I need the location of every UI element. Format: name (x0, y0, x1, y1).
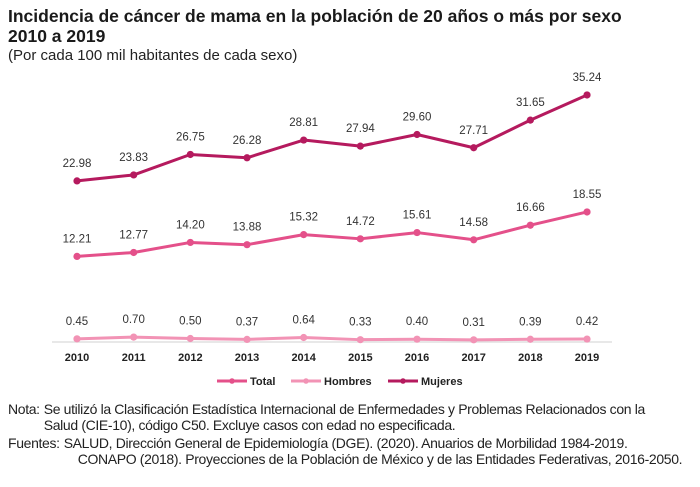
data-label-mujeres: 35.24 (573, 72, 602, 84)
data-label-hombres: 0.45 (66, 316, 88, 328)
data-point-mujeres (130, 171, 138, 179)
data-point-total (526, 221, 534, 229)
data-label-total: 14.20 (176, 219, 205, 231)
data-label-total: 12.21 (63, 233, 92, 245)
series-line-total (76, 210, 588, 258)
x-tick-label: 2011 (122, 352, 146, 364)
chart-title-line-1: Incidencia de cáncer de mama en la pobla… (8, 6, 622, 26)
data-label-hombres: 0.31 (462, 317, 484, 329)
data-label-hombres: 0.33 (349, 317, 371, 329)
data-label-hombres: 0.37 (236, 316, 258, 328)
fuentes-label: Fuentes: (8, 435, 60, 451)
data-point-total (356, 235, 364, 243)
data-point-mujeres (470, 144, 478, 152)
x-tick-label: 2012 (178, 352, 202, 364)
data-label-hombres: 0.50 (179, 315, 201, 327)
legend-marker-hombres (303, 378, 309, 384)
data-point-total (583, 208, 591, 216)
data-point-hombres (243, 335, 251, 344)
data-point-total (130, 248, 138, 257)
data-label-total: 15.32 (289, 212, 318, 224)
data-point-hombres (356, 336, 364, 344)
data-point-total (73, 252, 81, 261)
x-tick-label: 2016 (405, 352, 429, 364)
data-label-mujeres: 31.65 (516, 97, 545, 109)
data-label-total: 15.61 (403, 210, 432, 222)
fuente-1: SALUD, Dirección General de Epidemiologí… (63, 435, 628, 451)
x-tick-label: 2014 (291, 352, 316, 364)
data-point-mujeres (583, 91, 591, 99)
data-label-mujeres: 22.98 (63, 158, 92, 170)
data-point-total (300, 231, 308, 239)
data-point-hombres (300, 333, 308, 342)
data-point-mujeres (356, 142, 364, 150)
nota: Nota: Se utilizó la Clasificación Estadí… (8, 401, 698, 433)
data-label-mujeres: 29.60 (403, 112, 432, 124)
data-label-mujeres: 27.71 (459, 125, 488, 137)
x-tick-label: 2017 (461, 352, 485, 364)
x-tick-label: 2018 (518, 352, 542, 364)
notes: Nota: Se utilizó la Clasificación Estadí… (8, 401, 698, 467)
fuente-2: CONAPO (2018). Proyecciones de la Poblac… (77, 451, 683, 467)
data-label-total: 16.66 (516, 202, 545, 214)
fuentes: Fuentes: SALUD, Dirección General de Epi… (8, 435, 698, 467)
data-label-hombres: 0.40 (406, 316, 428, 328)
data-point-total (186, 238, 194, 247)
nota-label: Nota: (8, 401, 40, 417)
data-point-hombres (526, 335, 534, 343)
data-point-mujeres (73, 177, 81, 185)
series-line-mujeres (76, 93, 588, 183)
data-point-hombres (583, 335, 591, 343)
data-label-hombres: 0.70 (122, 314, 144, 326)
data-label-hombres: 0.42 (576, 316, 598, 328)
data-label-mujeres: 23.83 (119, 152, 148, 164)
data-label-hombres: 0.39 (519, 316, 541, 328)
data-label-total: 18.55 (573, 189, 602, 201)
data-point-total (470, 236, 478, 244)
data-label-total: 14.72 (346, 216, 375, 228)
data-point-hombres (130, 333, 138, 341)
data-point-mujeres (243, 154, 251, 162)
data-point-mujeres (186, 150, 194, 159)
legend-label-mujeres: Mujeres (421, 376, 463, 388)
data-label-total: 14.58 (459, 217, 488, 229)
data-label-mujeres: 26.75 (176, 131, 205, 143)
data-label-total: 13.88 (233, 222, 262, 234)
legend-label-total: Total (250, 376, 275, 388)
nota-text: Se utilizó la Clasificación Estadística … (43, 401, 646, 433)
data-point-mujeres (413, 130, 421, 139)
legend-marker-total (229, 378, 235, 384)
x-tick-label: 2010 (65, 352, 89, 364)
x-tick-label: 2015 (348, 352, 372, 364)
data-point-total (243, 241, 251, 249)
chart-title: Incidencia de cáncer de mama en la pobla… (8, 6, 622, 46)
legend-marker-mujeres (400, 378, 406, 384)
data-point-hombres (73, 335, 81, 343)
data-label-total: 12.77 (119, 229, 148, 241)
data-point-total (413, 228, 421, 237)
data-point-hombres (186, 334, 194, 343)
data-label-mujeres: 28.81 (289, 117, 318, 129)
data-label-mujeres: 27.94 (346, 123, 375, 135)
data-point-mujeres (300, 136, 308, 144)
series-line-hombres (76, 335, 588, 342)
data-point-hombres (413, 335, 421, 343)
data-point-hombres (470, 336, 478, 344)
data-label-mujeres: 26.28 (233, 135, 262, 147)
chart-title-line-2: 2010 a 2019 (8, 26, 106, 46)
x-tick-label: 2013 (235, 352, 259, 364)
data-label-hombres: 0.64 (292, 315, 315, 327)
x-tick-label: 2019 (575, 352, 599, 364)
chart-subtitle: (Por cada 100 mil habitantes de cada sex… (8, 47, 298, 64)
legend-label-hombres: Hombres (324, 376, 372, 388)
line-chart: 2010 2011 2012 2013 2014 2015 2016 2017 2018 2019… (52, 72, 612, 388)
data-point-mujeres (526, 116, 534, 124)
